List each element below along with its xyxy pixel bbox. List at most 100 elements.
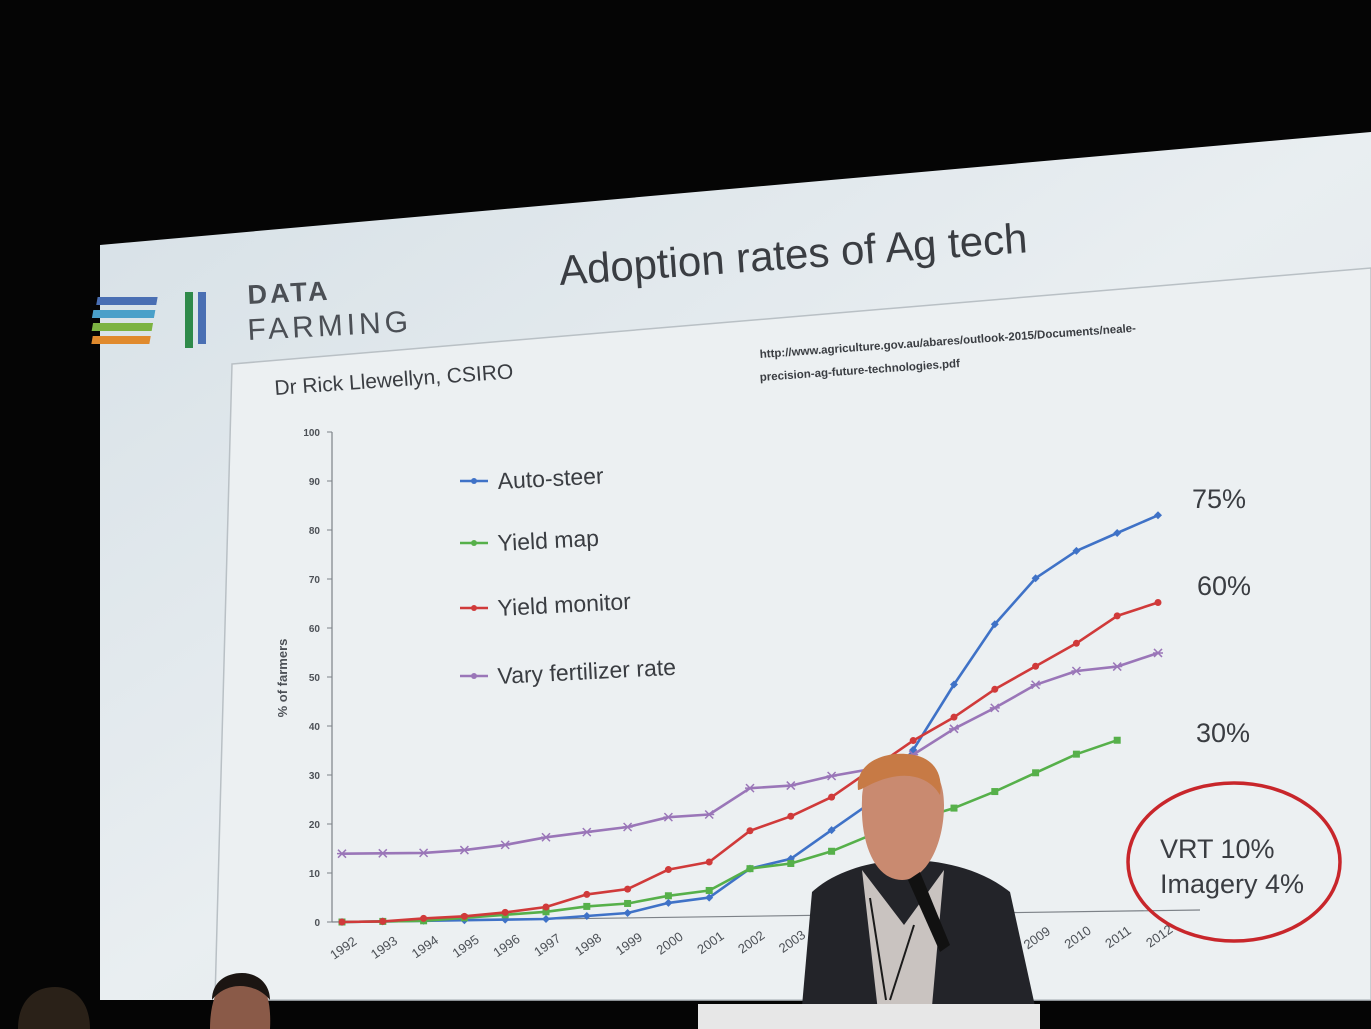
point-yield-monitor-1993 — [379, 917, 387, 925]
callout-vrt: VRT 10% — [1160, 834, 1275, 864]
point-auto-steer-2008 — [990, 620, 999, 629]
point-yield-map-2008 — [991, 788, 999, 796]
point-yield-map-2000 — [664, 892, 672, 900]
point-yield-monitor-2000 — [664, 866, 672, 874]
point-vary-fertilizer-rate-2000 — [663, 812, 674, 822]
speaker-hair — [857, 753, 941, 795]
audience-head-left — [18, 987, 90, 1029]
point-vary-fertilizer-rate-1997 — [541, 832, 551, 842]
y-tick-label-90: 90 — [309, 477, 321, 488]
y-axis-label: % of farmers — [275, 639, 290, 718]
point-yield-map-2002 — [746, 865, 754, 873]
y-tick-label-20: 20 — [309, 820, 321, 831]
point-yield-monitor-2010 — [1072, 639, 1080, 647]
point-yield-monitor-2003 — [787, 812, 795, 820]
point-yield-monitor-2007 — [950, 713, 958, 721]
point-yield-monitor-1999 — [624, 885, 632, 893]
series-line-yield-map — [341, 738, 1118, 924]
logo-mark-icon — [91, 292, 206, 348]
y-tick-label-50: 50 — [309, 673, 321, 684]
point-vary-fertilizer-rate-2010 — [1071, 666, 1082, 676]
point-yield-map-2007 — [950, 804, 958, 812]
point-vary-fertilizer-rate-2012 — [1153, 648, 1163, 658]
point-yield-map-1999 — [624, 899, 632, 907]
y-tick-label-100: 100 — [303, 428, 320, 439]
audience — [18, 973, 271, 1029]
point-auto-steer-2000 — [664, 898, 673, 907]
point-yield-monitor-2004 — [828, 793, 836, 801]
point-yield-monitor-2009 — [1032, 662, 1040, 670]
legend-marker-vary-fertilizer-rate — [471, 673, 477, 679]
point-auto-steer-2007 — [950, 680, 958, 689]
y-tick-label-30: 30 — [309, 771, 321, 782]
point-yield-monitor-2011 — [1113, 612, 1121, 620]
point-yield-monitor-2001 — [705, 858, 713, 866]
lanyard — [869, 897, 887, 1001]
legend-marker-auto-steer — [471, 478, 477, 484]
point-vary-fertilizer-rate-2007 — [949, 724, 959, 734]
point-yield-monitor-1998 — [583, 890, 591, 898]
point-vary-fertilizer-rate-1993 — [377, 848, 388, 858]
data-farming-logo: DATA FARMING — [91, 276, 413, 348]
point-auto-steer-1997 — [542, 915, 550, 923]
point-yield-map-2004 — [828, 847, 836, 855]
point-auto-steer-2012 — [1154, 511, 1162, 520]
legend-marker-yield-map — [471, 540, 477, 546]
y-tick-label-40: 40 — [309, 722, 321, 733]
point-auto-steer-1998 — [582, 912, 591, 921]
end-label-auto-steer: 75% — [1192, 484, 1246, 514]
vrt-imagery-callout: VRT 10% Imagery 4% — [1126, 781, 1342, 943]
point-yield-monitor-2002 — [746, 827, 754, 835]
point-auto-steer-2004 — [827, 826, 836, 835]
y-tick-label-60: 60 — [309, 624, 321, 635]
speaker-face — [861, 758, 944, 880]
point-yield-monitor-1997 — [542, 903, 550, 911]
y-tick-label-0: 0 — [314, 918, 320, 929]
point-vary-fertilizer-rate-1994 — [418, 848, 429, 858]
point-auto-steer-2009 — [1031, 574, 1040, 583]
point-vary-fertilizer-rate-1998 — [581, 827, 592, 837]
point-vary-fertilizer-rate-2011 — [1112, 662, 1123, 672]
point-yield-monitor-1996 — [501, 908, 509, 916]
point-yield-monitor-2008 — [991, 685, 999, 693]
logo-line-1: DATA — [247, 276, 331, 310]
end-label-yield-monitor: 60% — [1197, 571, 1251, 601]
legend-label-auto-steer: Auto-steer — [497, 462, 605, 494]
callout-imagery: Imagery 4% — [1160, 869, 1304, 899]
plot-frame — [214, 267, 1371, 1001]
microphone-icon — [908, 872, 950, 952]
end-label-yield-map: 30% — [1196, 718, 1250, 748]
audience-hair-center — [212, 973, 270, 1000]
point-yield-map-2009 — [1032, 769, 1040, 777]
point-vary-fertilizer-rate-2001 — [704, 809, 715, 820]
y-tick-label-10: 10 — [309, 869, 321, 880]
callout-circle — [1126, 781, 1342, 943]
point-yield-map-2011 — [1113, 736, 1121, 744]
lanyard-right — [889, 924, 915, 1001]
legend-marker-yield-monitor — [471, 605, 477, 611]
point-vary-fertilizer-rate-2004 — [826, 771, 837, 781]
point-yield-map-2003 — [787, 859, 795, 867]
point-yield-monitor-1995 — [460, 912, 468, 920]
point-auto-steer-2011 — [1113, 529, 1122, 538]
point-vary-fertilizer-rate-1999 — [622, 822, 633, 832]
point-vary-fertilizer-rate-2002 — [745, 783, 755, 793]
point-vary-fertilizer-rate-1996 — [500, 840, 511, 850]
point-auto-steer-2001 — [705, 893, 714, 902]
point-yield-monitor-1994 — [420, 914, 428, 922]
point-auto-steer-1999 — [623, 909, 632, 918]
point-vary-fertilizer-rate-1995 — [459, 845, 470, 855]
point-yield-monitor-2006 — [909, 737, 917, 745]
point-vary-fertilizer-rate-2009 — [1030, 680, 1041, 690]
speaker — [698, 753, 1040, 1029]
point-yield-monitor-1992 — [338, 918, 346, 926]
y-tick-label-70: 70 — [309, 575, 321, 586]
legend-label-yield-map: Yield map — [497, 525, 600, 556]
point-vary-fertilizer-rate-2003 — [785, 781, 796, 791]
y-tick-label-80: 80 — [309, 526, 321, 537]
point-yield-map-1997 — [542, 908, 550, 916]
point-vary-fertilizer-rate-2008 — [989, 703, 1000, 713]
point-yield-map-2010 — [1072, 750, 1080, 758]
point-vary-fertilizer-rate-1992 — [337, 849, 347, 859]
